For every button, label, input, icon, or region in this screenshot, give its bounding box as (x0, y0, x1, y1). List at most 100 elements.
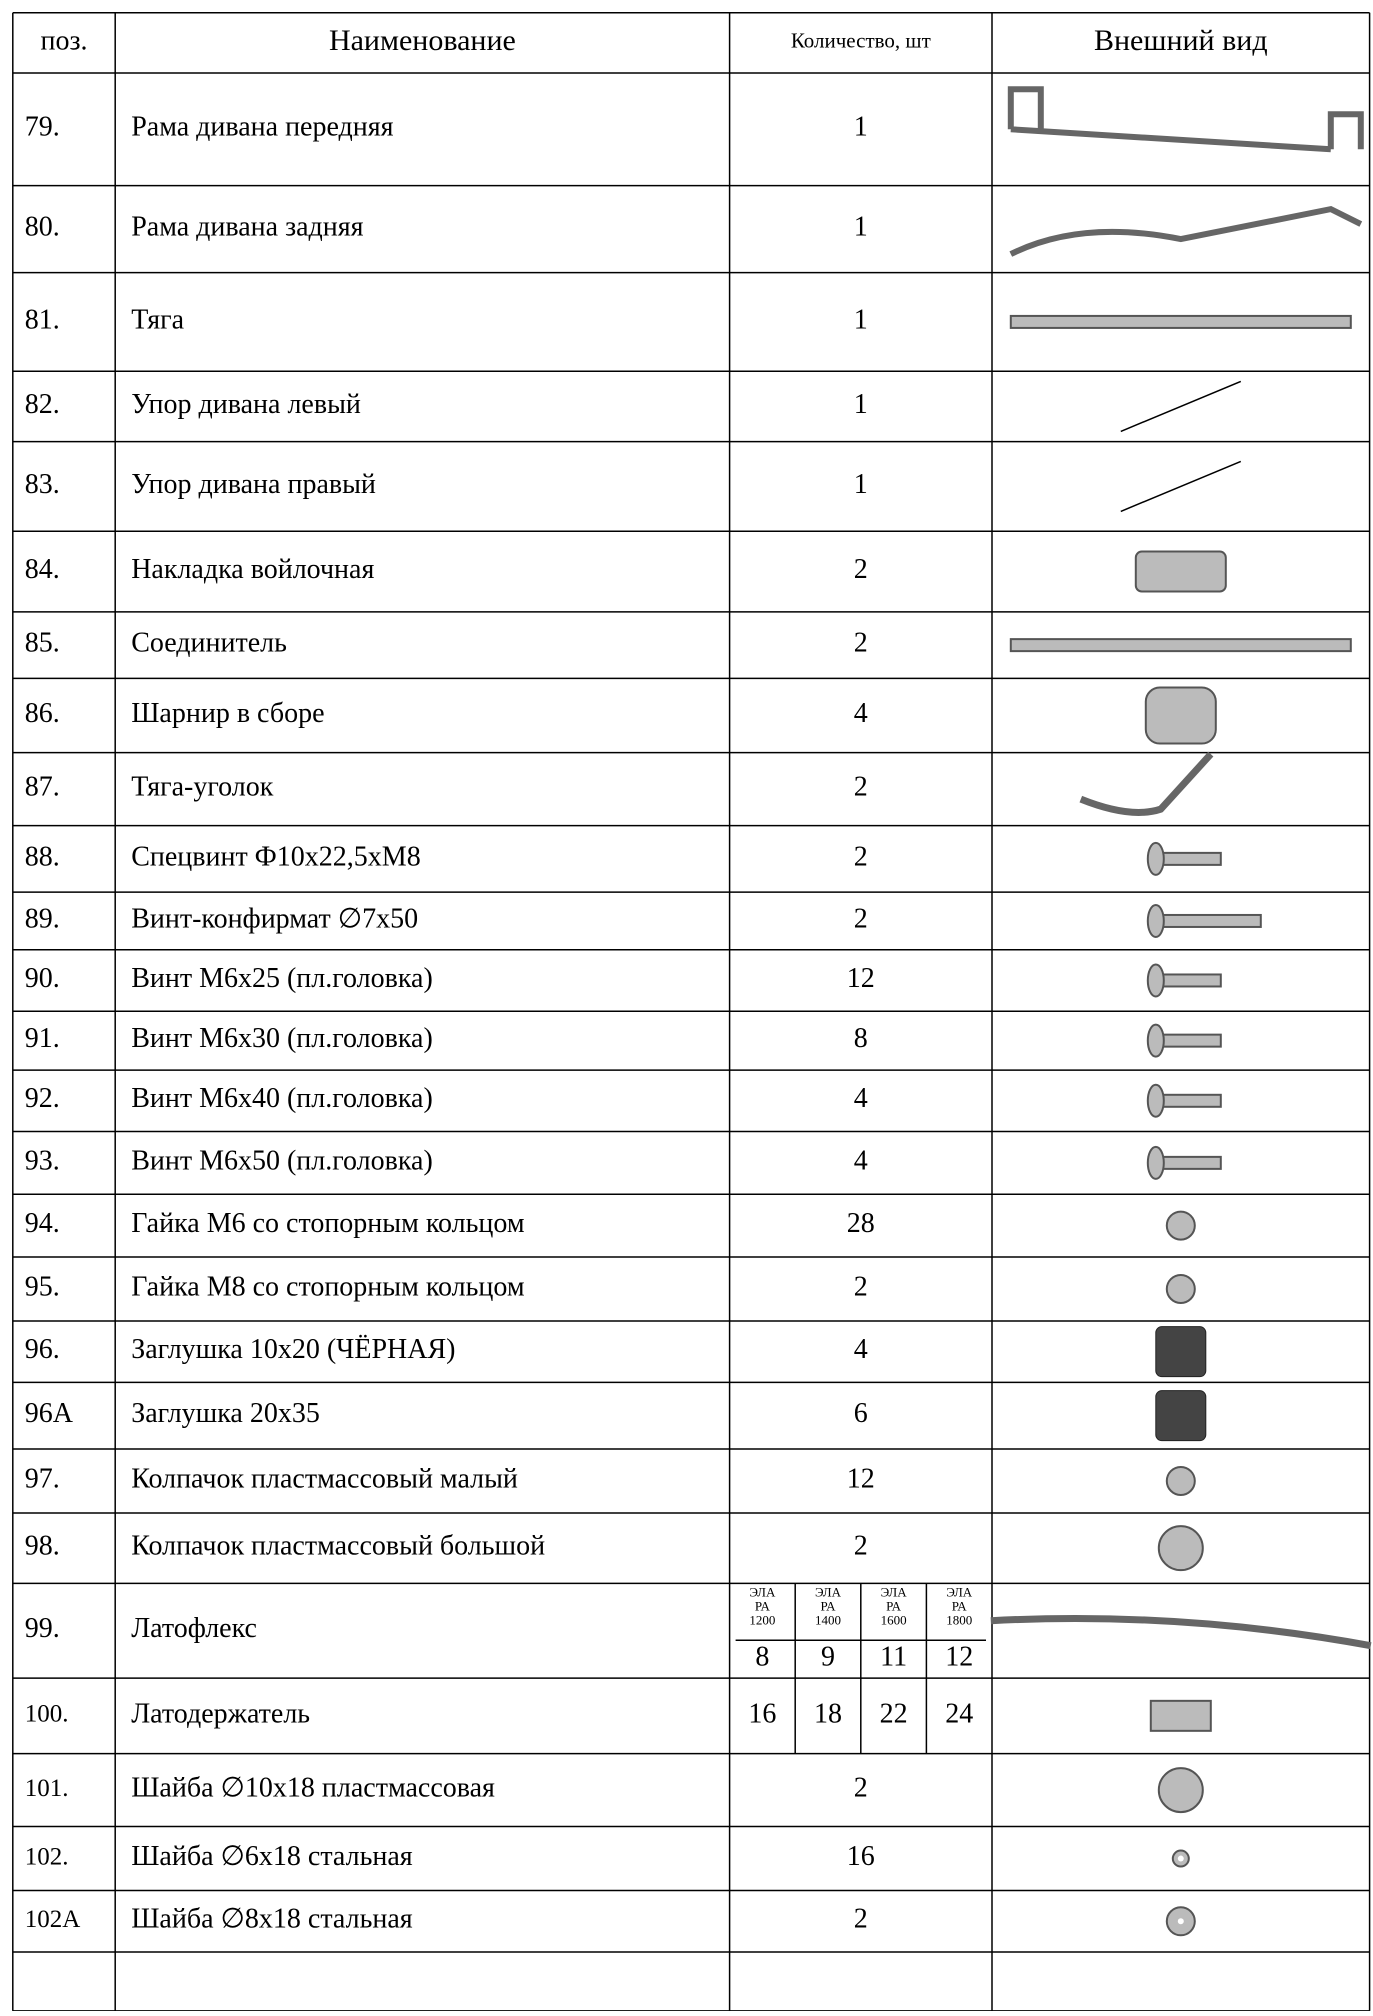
variant-label: 1200 (749, 1612, 775, 1627)
variant-label: ЭЛА (749, 1584, 776, 1599)
quantity: 24 (945, 1698, 973, 1729)
quantity: 2 (854, 554, 868, 585)
position: 94. (25, 1208, 60, 1239)
variant-label: РА (886, 1598, 902, 1613)
shape (1009, 205, 1363, 257)
shape (1177, 1855, 1184, 1862)
variant-label: ЭЛА (815, 1584, 842, 1599)
position: 98. (25, 1531, 60, 1562)
part-image (1009, 314, 1352, 329)
part-name: Шарнир в сборе (131, 698, 324, 729)
position: 82. (25, 389, 60, 420)
quantity: 28 (847, 1208, 875, 1239)
part-image (1009, 205, 1363, 257)
part-name: Гайка М6 со стопорным кольцом (131, 1208, 525, 1239)
part-image (1009, 638, 1352, 653)
part-name: Винт М6х50 (пл.головка) (131, 1145, 433, 1176)
part-image (1157, 1525, 1204, 1572)
part-image (1146, 1023, 1222, 1058)
shape (1144, 686, 1217, 745)
quantity: 16 (748, 1698, 776, 1729)
header-cell: Количество, шт (791, 29, 931, 53)
quantity: 18 (814, 1698, 842, 1729)
quantity: 1 (854, 304, 868, 335)
part-image (1144, 686, 1217, 745)
part-image (1165, 1210, 1196, 1241)
part-name: Винт М6х40 (пл.головка) (131, 1083, 433, 1114)
position: 100. (25, 1701, 69, 1728)
part-image (1146, 1145, 1222, 1180)
part-name: Винт М6х30 (пл.головка) (131, 1023, 433, 1054)
shape (1157, 1525, 1204, 1572)
part-name: Винт М6х25 (пл.головка) (131, 963, 433, 994)
part-image (1146, 963, 1222, 998)
quantity: 11 (880, 1642, 907, 1673)
part-image (1155, 1326, 1207, 1378)
shape (1146, 1145, 1165, 1180)
part-name: Колпачок пластмассовый малый (131, 1463, 518, 1494)
quantity: 4 (854, 1145, 868, 1176)
position: 85. (25, 628, 60, 659)
quantity: 9 (821, 1642, 835, 1673)
part-name: Рама дивана задняя (131, 212, 363, 243)
quantity: 4 (854, 1083, 868, 1114)
shape (1146, 963, 1165, 998)
part-name: Шайба ∅10х18 пластмассовая (131, 1773, 495, 1804)
position: 102. (25, 1843, 69, 1870)
position: 99. (25, 1613, 60, 1644)
quantity: 1 (854, 212, 868, 243)
shape (1159, 913, 1262, 928)
quantity: 1 (854, 469, 868, 500)
part-name: Тяга-уголок (131, 772, 274, 803)
quantity: 12 (945, 1642, 973, 1673)
part-name: Винт-конфирмат ∅7х50 (131, 903, 418, 934)
quantity: 22 (880, 1698, 908, 1729)
part-image (1146, 1083, 1222, 1118)
part-image (1007, 86, 1364, 153)
position: 91. (25, 1023, 60, 1054)
shape (1177, 1918, 1184, 1925)
quantity: 2 (854, 1531, 868, 1562)
variant-label: ЭЛА (946, 1584, 973, 1599)
variant-label: ЭЛА (881, 1584, 908, 1599)
variant-label: 1400 (815, 1612, 841, 1627)
part-image (1157, 1767, 1204, 1814)
part-name: Спецвинт Ф10х22,5хМ8 (131, 841, 421, 872)
position: 90. (25, 963, 60, 994)
quantity: 2 (854, 628, 868, 659)
position: 81. (25, 304, 60, 335)
part-name: Соединитель (131, 628, 287, 659)
part-name: Упор дивана левый (131, 389, 361, 420)
shape (1165, 1273, 1196, 1304)
shape (1120, 380, 1242, 433)
part-image (1134, 550, 1227, 593)
shape (1159, 1155, 1222, 1170)
shape (1159, 973, 1222, 988)
part-name: Заглушка 20х35 (131, 1398, 320, 1429)
part-image (1171, 1849, 1190, 1868)
shape (1120, 460, 1242, 513)
position: 96. (25, 1334, 60, 1365)
part-name: Тяга (131, 304, 184, 335)
quantity: 1 (854, 112, 868, 143)
shape (1157, 1767, 1204, 1814)
part-name: Шайба ∅6х18 стальная (131, 1841, 413, 1872)
quantity: 4 (854, 1334, 868, 1365)
variant-label: РА (755, 1598, 771, 1613)
position: 101. (25, 1775, 69, 1802)
quantity: 2 (854, 772, 868, 803)
shape (1146, 903, 1165, 938)
quantity: 12 (847, 1463, 875, 1494)
shape (1159, 1093, 1222, 1108)
shape (1149, 1699, 1212, 1732)
part-name: Рама дивана передняя (131, 112, 393, 143)
part-name: Заглушка 10х20 (ЧЁРНАЯ) (131, 1334, 455, 1365)
shape (1155, 1326, 1207, 1378)
part-name: Накладка войлочная (131, 554, 374, 585)
variant-label: РА (821, 1598, 837, 1613)
shape (1146, 841, 1165, 876)
position: 84. (25, 554, 60, 585)
part-image (1165, 1273, 1196, 1304)
quantity: 1 (854, 389, 868, 420)
